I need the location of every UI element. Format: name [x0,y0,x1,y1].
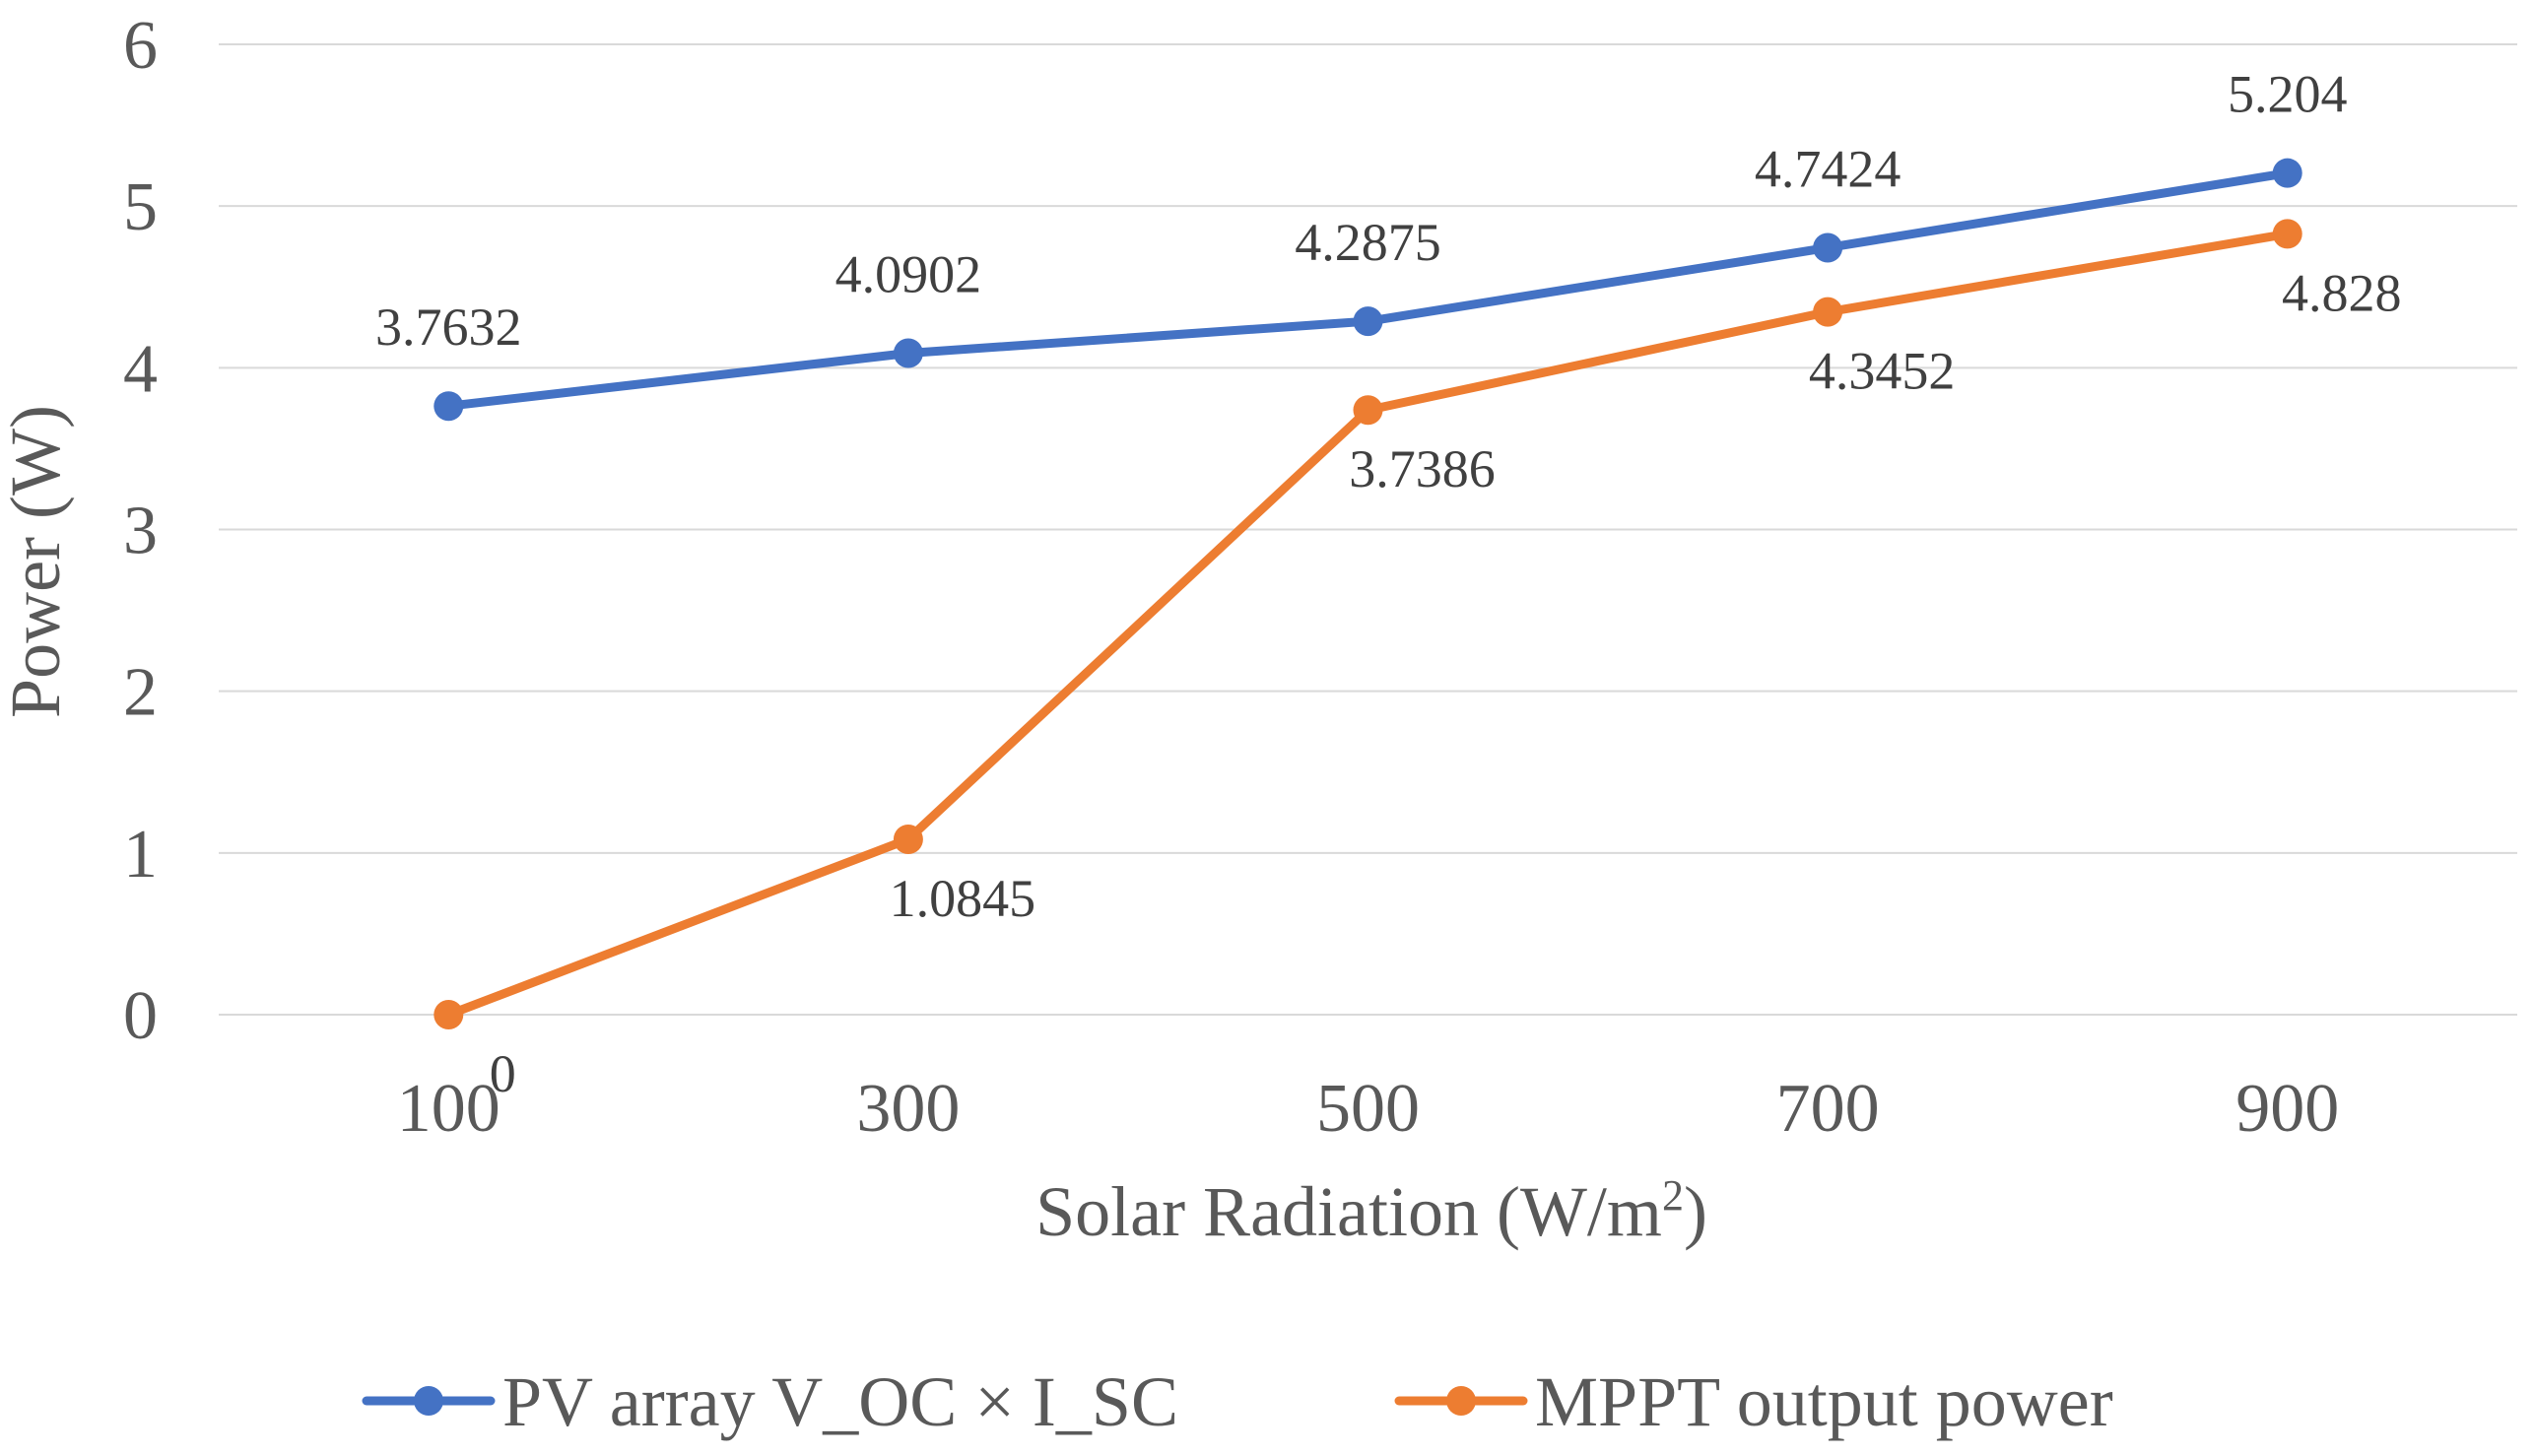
series-line-1 [443,229,2293,1020]
y-axis-ticks: 0 1 2 3 4 5 6 [123,8,158,1054]
x-tick-label: 300 [856,1071,960,1147]
y-tick-label: 4 [123,331,158,407]
data-label: 4.0902 [835,245,982,304]
data-label: 4.3452 [1809,342,1956,401]
y-tick-label: 3 [123,494,158,569]
legend-label-pv-array: PV array V_OC × I_SC [502,1362,1178,1441]
x-tick-label: 700 [1776,1071,1880,1147]
data-point [2272,219,2302,249]
legend: PV array V_OC × I_SC MPPT output power [362,1362,2113,1441]
gridlines [219,43,2517,1016]
series-lines [434,158,2302,1029]
series-line-0 [443,168,2293,411]
x-axis-title-superscript: 2 [1662,1171,1684,1220]
x-axis-title-suffix: ) [1684,1172,1707,1251]
x-axis-title-main: Solar Radiation (W/m [1035,1172,1662,1251]
data-label: 4.828 [2282,263,2402,322]
y-tick-label: 6 [123,8,158,84]
legend-label-mppt-output: MPPT output power [1535,1362,2113,1441]
data-point [1813,232,1843,263]
data-labels: 3.7632 4.0902 4.2875 4.7424 5.204 0 1.0845 3.73… [375,65,2401,1103]
x-axis-title: Solar Radiation (W/m2) [1035,1171,1707,1251]
y-axis-title: Power (W) [0,405,75,718]
data-label: 1.0845 [890,869,1036,928]
data-point [893,338,923,368]
y-tick-label: 1 [123,817,158,893]
data-label: 0 [490,1044,516,1103]
data-point [2272,158,2302,188]
legend-item-pv-array: PV array V_OC × I_SC [362,1362,1178,1441]
data-label: 3.7632 [375,298,522,357]
data-label: 3.7386 [1349,439,1496,498]
x-tick-label: 100 [397,1071,500,1147]
y-tick-label: 5 [123,169,158,245]
data-point [434,391,464,422]
data-point [1353,395,1383,426]
legend-item-mppt-output: MPPT output power [1394,1362,2113,1441]
data-label: 4.7424 [1755,139,1901,198]
data-point [1353,306,1383,337]
y-tick-label: 0 [123,978,158,1054]
data-point [1813,297,1843,327]
data-label: 5.204 [2228,65,2348,124]
legend-swatch-marker [1446,1386,1476,1416]
x-tick-label: 900 [2235,1071,2339,1147]
x-axis-ticks: 100 300 500 700 900 [397,1071,2339,1147]
data-point [434,1000,464,1029]
x-tick-label: 500 [1316,1071,1420,1147]
y-tick-label: 2 [123,655,158,731]
data-label: 4.2875 [1295,213,1441,272]
legend-swatch-marker [414,1386,443,1416]
data-point [893,824,923,854]
